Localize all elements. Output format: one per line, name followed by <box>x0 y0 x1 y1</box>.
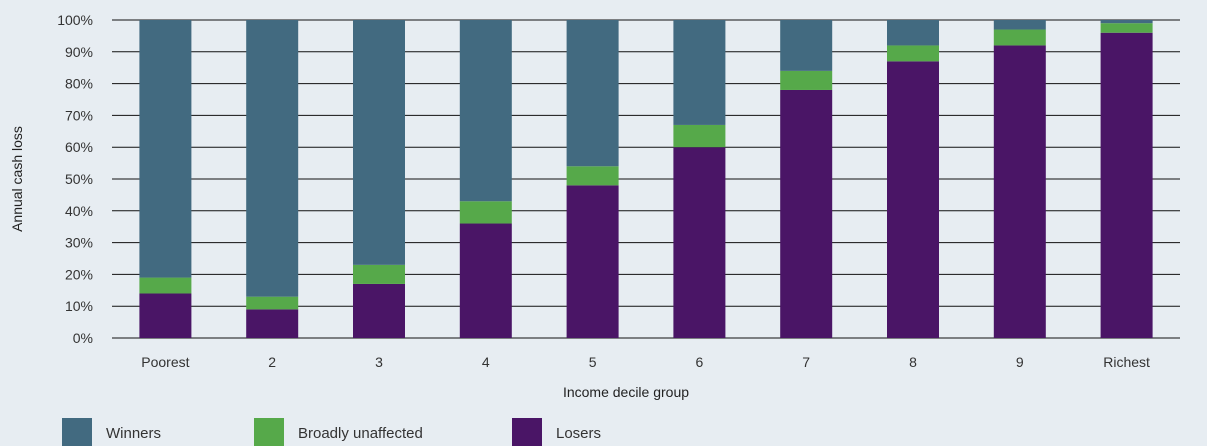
legend-item-broadly-unaffected: Broadly unaffected <box>254 418 512 446</box>
bar-winners <box>459 20 512 202</box>
legend-label-broadly-unaffected: Broadly unaffected <box>298 424 423 442</box>
bar-losers <box>566 185 619 338</box>
bar-winners <box>139 20 192 278</box>
bar-winners <box>887 20 939 46</box>
bar-broadly-unaffected <box>887 45 939 62</box>
x-tick-label: 6 <box>696 354 704 370</box>
bar-broadly-unaffected <box>993 29 1046 46</box>
y-tick-label: 70% <box>65 107 93 123</box>
y-tick-label: 10% <box>65 298 93 314</box>
y-tick-label: 40% <box>65 203 93 219</box>
bar-losers <box>993 45 1046 338</box>
bar-losers <box>780 89 833 339</box>
bar-losers <box>887 61 939 339</box>
legend-swatch-winners <box>62 418 92 446</box>
x-tick-label: 3 <box>375 354 383 370</box>
bar-winners <box>353 20 405 265</box>
x-tick-label: 5 <box>589 354 597 370</box>
bar-broadly-unaffected <box>1100 23 1153 33</box>
x-tick-label: 4 <box>482 354 490 370</box>
bar-losers <box>353 283 405 338</box>
bar-winners <box>993 20 1046 30</box>
legend: Winners Broadly unaffected Losers <box>62 418 601 446</box>
bar-broadly-unaffected <box>566 166 619 186</box>
x-tick-label: 8 <box>909 354 917 370</box>
bar-broadly-unaffected <box>246 296 299 310</box>
y-tick-label: 30% <box>65 235 93 251</box>
stacked-bar-chart: 0% 10% 20% 30% 40% 50% 60% 70% 80% 90% 100% Annual … <box>9 12 1180 400</box>
bar-winners <box>673 20 726 125</box>
x-tick-label: Richest <box>1103 354 1150 370</box>
bar-broadly-unaffected <box>353 264 405 284</box>
legend-swatch-broadly-unaffected <box>254 418 284 446</box>
x-tick-label: 2 <box>268 354 276 370</box>
legend-label-winners: Winners <box>106 424 162 442</box>
x-axis-title: Income decile group <box>563 384 689 400</box>
x-tick-label: 9 <box>1016 354 1024 370</box>
bar-losers <box>139 293 192 338</box>
x-tick-label: Poorest <box>141 354 189 370</box>
bar-broadly-unaffected <box>139 277 192 294</box>
legend-swatch-losers <box>512 418 542 446</box>
y-tick-label: 90% <box>65 44 93 60</box>
y-axis-title: Annual cash loss <box>9 126 25 232</box>
bar-losers <box>459 223 512 338</box>
bar-broadly-unaffected <box>673 124 726 148</box>
bar-losers <box>1100 32 1153 338</box>
bar-broadly-unaffected <box>780 70 833 90</box>
y-tick-label: 50% <box>65 171 93 187</box>
y-tick-label: 60% <box>65 139 93 155</box>
y-tick-label: 100% <box>57 12 93 28</box>
bar-broadly-unaffected <box>459 201 512 224</box>
y-tick-label: 80% <box>65 76 93 92</box>
bar-losers <box>246 309 299 338</box>
y-tick-label: 0% <box>73 330 93 346</box>
legend-item-losers: Losers <box>512 418 601 446</box>
legend-item-winners: Winners <box>62 418 254 446</box>
bar-winners <box>566 20 619 167</box>
x-tick-label: 7 <box>802 354 810 370</box>
bar-winners <box>246 20 299 297</box>
legend-label-losers: Losers <box>556 424 602 442</box>
bar-winners <box>780 20 833 71</box>
bar-losers <box>673 147 726 338</box>
y-tick-label: 20% <box>65 266 93 282</box>
bar-winners <box>1100 20 1153 24</box>
